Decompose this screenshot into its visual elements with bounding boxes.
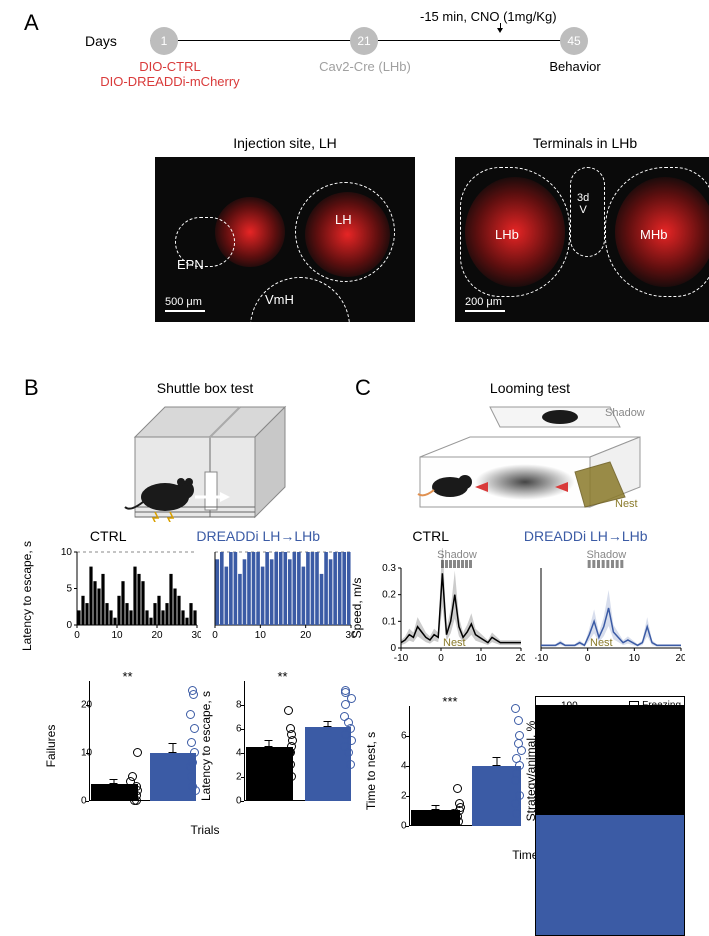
svg-text:10: 10: [61, 548, 73, 558]
dreaddi-label: DREADDi LH→LHb: [196, 528, 320, 544]
timeline-node-1-label: DIO-CTRL DIO-DREADDi-mCherry: [80, 59, 260, 89]
timeline-node-2-label: Cav2-Cre (LHb): [300, 59, 430, 74]
panel-c-label: C: [355, 375, 371, 401]
latency-ctrl-trace: Latency to escape, s 01020300510: [55, 548, 201, 643]
looming-illustration: Shadow Nest: [410, 402, 650, 522]
svg-text:20: 20: [515, 653, 525, 664]
time-to-nest-plot: 0246Time to nest, s***: [375, 696, 525, 846]
svg-text:20: 20: [675, 653, 685, 664]
panel-c: Looming test Shadow Nest CTRL: [375, 380, 685, 846]
timeline-node-3-label: Behavior: [530, 59, 620, 74]
panel-b-title: Shuttle box test: [55, 380, 355, 396]
latency-xlabel: Trials: [191, 823, 220, 837]
svg-text:20: 20: [151, 630, 163, 641]
dreaddi-label: DREADDi LH→LHb: [524, 528, 648, 544]
svg-text:0: 0: [390, 643, 396, 654]
svg-text:0.2: 0.2: [382, 590, 396, 601]
panel-c-title: Looming test: [375, 380, 685, 396]
ctrl-label: CTRL: [90, 528, 127, 544]
svg-text:Shadow: Shadow: [586, 549, 626, 561]
svg-text:10: 10: [255, 630, 267, 641]
label-epn: EPN: [177, 257, 204, 272]
timeline: Days -15 min, CNO (1mg/Kg) 1 DIO-CTRL DI…: [90, 15, 650, 75]
svg-text:0: 0: [212, 630, 218, 641]
label-lh: LH: [335, 212, 352, 227]
label-vmh: VmH: [265, 292, 294, 307]
node1-line1: DIO-CTRL: [80, 59, 260, 74]
svg-text:0: 0: [438, 653, 444, 664]
panel-a: Days -15 min, CNO (1mg/Kg) 1 DIO-CTRL DI…: [90, 15, 650, 75]
speed-traces: Speed, m/s ShadowNest-100102000.10.20.3 …: [375, 548, 685, 668]
svg-text:Nest: Nest: [590, 637, 613, 649]
svg-text:-10: -10: [394, 653, 409, 664]
svg-text:Shadow: Shadow: [605, 407, 645, 419]
label-lhb: LHb: [495, 227, 519, 242]
speed-dreaddi: Shadow Nest -10 0 10 20: [535, 548, 685, 668]
node1-line2: DIO-DREADDi-mCherry: [80, 74, 260, 89]
scalebar-line: [465, 310, 505, 312]
label-mhb: MHb: [640, 227, 667, 242]
latency-dreaddi-trace: 0102030: [209, 548, 355, 643]
scalebar-line: [165, 310, 205, 312]
svg-text:0: 0: [585, 653, 591, 664]
svg-text:-10: -10: [535, 653, 549, 664]
latency-traces: Latency to escape, s 01020300510 0102030…: [55, 548, 355, 643]
cno-arrow: [500, 23, 501, 29]
outline-lh: [295, 182, 395, 282]
shuttle-box-illustration: [115, 402, 295, 522]
scalebar-right: 200 μm: [465, 296, 505, 312]
panel-a-label: A: [24, 10, 39, 36]
panel-c-conditions: CTRL DREADDi LH→LHb: [375, 528, 685, 544]
micro-left: Injection site, LH EPN LH VmH 500 μm: [155, 135, 415, 322]
panel-b-label: B: [24, 375, 39, 401]
timeline-node-2: 21: [350, 27, 378, 55]
svg-text:Nest: Nest: [615, 498, 638, 510]
svg-text:0: 0: [74, 630, 80, 641]
svg-text:0.1: 0.1: [382, 616, 396, 627]
label-3dv: 3dV: [577, 192, 589, 216]
svg-text:0.3: 0.3: [382, 563, 396, 574]
svg-text:0: 0: [66, 620, 72, 631]
panel-b-conditions: CTRL DREADDi LH→LHb: [55, 528, 355, 544]
cno-annotation: -15 min, CNO (1mg/Kg): [420, 9, 557, 24]
micro-left-image: EPN LH VmH 500 μm: [155, 157, 415, 322]
scalebar-left: 500 μm: [165, 296, 205, 312]
panel-b-summary: 01020Failures** 02468Latency to escape, …: [55, 671, 355, 821]
scale-text: 200 μm: [465, 296, 502, 308]
scale-text: 500 μm: [165, 296, 202, 308]
svg-text:5: 5: [66, 584, 72, 595]
micro-left-title: Injection site, LH: [155, 135, 415, 151]
panel-c-summary: 0246Time to nest, s*** 050100Strategy/an…: [375, 696, 685, 846]
speed-ylabel: Speed, m/s: [350, 578, 364, 639]
failures-plot: 01020Failures**: [55, 671, 200, 821]
svg-text:Nest: Nest: [443, 637, 466, 649]
latency-summary-plot: 02468Latency to escape, s**: [210, 671, 355, 821]
svg-text:10: 10: [111, 630, 123, 641]
timeline-node-3: 45: [560, 27, 588, 55]
days-label: Days: [85, 33, 117, 49]
svg-text:20: 20: [300, 630, 312, 641]
microscopy-row: Injection site, LH EPN LH VmH 500 μm Ter…: [155, 135, 709, 322]
micro-right: Terminals in LHb LHb 3dV MHb 200 μm: [455, 135, 709, 322]
svg-text:10: 10: [629, 653, 641, 664]
speed-ctrl: Speed, m/s ShadowNest-100102000.10.20.3: [375, 548, 525, 668]
micro-right-image: LHb 3dV MHb 200 μm: [455, 157, 709, 322]
ctrl-label: CTRL: [412, 528, 449, 544]
latency-ylabel: Latency to escape, s: [20, 540, 34, 650]
micro-right-title: Terminals in LHb: [455, 135, 709, 151]
panel-b: Shuttle box test: [55, 380, 355, 821]
svg-text:30: 30: [191, 630, 201, 641]
strategy-plot: 050100Strategy/animal, %FreezingEscape: [535, 696, 685, 846]
svg-text:10: 10: [475, 653, 487, 664]
timeline-node-1: 1: [150, 27, 178, 55]
